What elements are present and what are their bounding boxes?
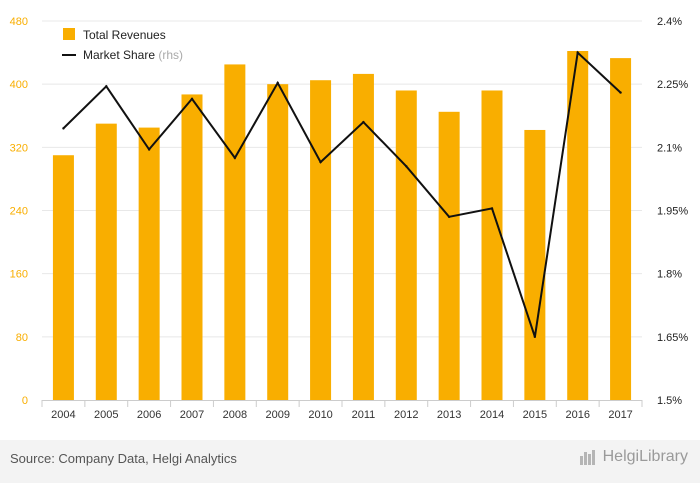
market-share-point	[447, 215, 451, 219]
market-share-point	[105, 85, 108, 88]
x-axis-category-label: 2015	[523, 409, 547, 421]
x-axis-category-label: 2005	[94, 409, 118, 421]
right-axis-tick-label: 1.8%	[657, 269, 682, 281]
right-axis-tick-label: 2.4%	[657, 16, 682, 28]
bar-total-revenues	[95, 123, 117, 400]
market-share-point	[319, 160, 322, 164]
x-axis-category-label: 2017	[608, 409, 632, 421]
left-axis-tick-label: 0	[22, 395, 28, 407]
x-axis-category-label: 2006	[137, 409, 161, 421]
market-share-line	[62, 50, 622, 338]
right-axis-tick-label: 1.65%	[657, 332, 688, 344]
market-share-point	[276, 81, 279, 85]
source-note: Source: Company Data, Helgi Analytics	[10, 451, 237, 466]
bar-total-revenues	[481, 90, 503, 400]
market-share-point	[190, 97, 194, 101]
footer-bar	[0, 440, 700, 483]
library-icon	[579, 449, 598, 465]
market-share-point	[576, 51, 579, 54]
bar-total-revenues	[310, 80, 332, 400]
right-axis-tick-label: 1.5%	[657, 395, 682, 407]
market-share-point	[233, 156, 237, 160]
x-axis-category-label: 2014	[480, 409, 504, 421]
x-axis-category-label: 2010	[308, 409, 332, 421]
x-axis-category-label: 2004	[51, 409, 75, 421]
left-axis-tick-label: 240	[10, 206, 28, 218]
bar-total-revenues	[181, 94, 203, 401]
market-share-point	[619, 91, 622, 94]
bar-total-revenues	[567, 51, 589, 401]
market-share-point	[362, 120, 365, 124]
legend-swatch-total-revenues	[63, 28, 75, 40]
market-share-point	[533, 335, 537, 339]
bar-total-revenues	[52, 155, 74, 400]
bar-total-revenues	[395, 90, 417, 400]
bar-total-revenues	[352, 73, 374, 400]
combo-chart: 0 1.5% 80 1.65% 160 1.8% 240 1.95% 320 2.1% 400 2.2…	[10, 16, 689, 421]
right-axis-tick-label: 1.95%	[657, 206, 688, 218]
left-axis-tick-label: 80	[16, 332, 28, 344]
x-axis-category-label: 2008	[223, 409, 247, 421]
bar-total-revenues	[610, 58, 632, 401]
right-axis-tick-label: 2.1%	[657, 142, 682, 154]
x-axis-category-label: 2016	[565, 409, 589, 421]
x-axis-category-label: 2011	[352, 409, 376, 421]
market-share-point	[405, 165, 408, 168]
left-axis-tick-label: 160	[10, 269, 28, 281]
x-axis-category-label: 2013	[437, 409, 461, 421]
left-axis-tick-label: 320	[10, 142, 28, 154]
left-axis-tick-label: 400	[10, 79, 28, 91]
bar-total-revenues	[524, 129, 546, 400]
x-axis-category-label: 2009	[265, 409, 289, 421]
bar-total-revenues	[138, 127, 160, 400]
bar-total-revenues	[224, 64, 246, 400]
legend-label-total-revenues: Total Revenues	[83, 28, 166, 42]
brand-name: HelgiLibrary	[602, 448, 688, 465]
x-axis-category-label: 2007	[180, 409, 204, 421]
bar-total-revenues	[438, 111, 460, 400]
legend-label-market-share: Market Share (rhs)	[83, 48, 183, 62]
market-share-point	[147, 148, 151, 151]
market-share-point	[490, 207, 494, 210]
brand-logo: HelgiLibrary	[579, 448, 688, 466]
right-axis-tick-label: 2.25%	[657, 79, 688, 91]
x-axis-category-label: 2012	[394, 409, 418, 421]
market-share-point	[62, 127, 65, 130]
bar-total-revenues	[267, 84, 289, 401]
left-axis-tick-label: 480	[10, 16, 28, 28]
